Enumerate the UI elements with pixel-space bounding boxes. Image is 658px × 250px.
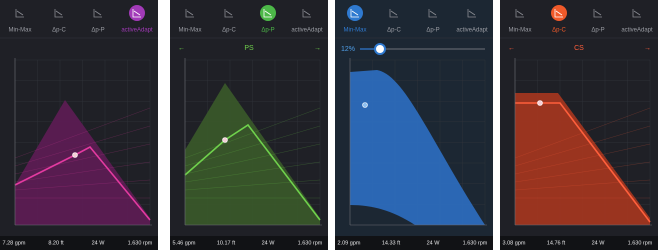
tab-label: Min-Max [343,28,366,34]
footer-value: 1.630 rpm [628,240,653,246]
arrow-left[interactable]: ← [178,45,185,52]
footer-value: 7.28 gpm [3,240,26,246]
arrow-right[interactable]: → [644,45,651,52]
footer-value: 5.46 gpm [173,240,196,246]
slider-thumb[interactable] [375,44,385,54]
tab-label: Δp-C [552,28,566,34]
arrow-left[interactable]: ← [508,45,515,52]
tab-label: activeAdapt [121,28,153,34]
tab-label: activeAdapt [621,28,653,34]
footer-value: 1.630 rpm [128,240,153,246]
tab-label: Δp-P [91,28,104,34]
operating-point [223,138,228,143]
tab-label: activeAdapt [291,28,323,34]
operating-point [73,153,78,158]
footer-value: 2.09 gpm [338,240,361,246]
phone-panel: Min-Max Δp-C Δp-P activeAdapt 12% 2.09 gpm 14.… [335,0,493,250]
screenshot: Min-Max Δp-C Δp-P activeAdapt 7.28 gpm 8.20 f… [0,0,658,250]
arrow-right[interactable]: → [314,45,321,52]
footer-value: 3.08 gpm [503,240,526,246]
tab-label: Min-Max [178,28,201,34]
curve-header: CS [574,45,584,52]
footer-value: 14.33 ft [382,240,401,246]
tab-label: activeAdapt [456,28,488,34]
tab-label: Δp-C [52,28,66,34]
tab-label: Δp-P [426,28,439,34]
tab-label: Δp-P [591,28,604,34]
footer-value: 10.17 ft [217,240,236,246]
footer-value: 24 W [92,240,106,246]
footer-value: 14.76 ft [547,240,566,246]
footer-value: 1.630 rpm [463,240,488,246]
footer-value: 24 W [262,240,276,246]
footer-value: 8.20 ft [48,240,64,246]
tab-label: Δp-C [387,28,401,34]
operating-point [363,103,368,108]
phone-panel: Min-Max Δp-C Δp-P activeAdapt ← → CS 3.08 gpm 14… [500,0,658,250]
phone-panel: Min-Max Δp-C Δp-P activeAdapt ← → PS 5.46 gpm 10… [170,0,328,250]
tab-label: Δp-C [222,28,236,34]
footer-value: 24 W [592,240,606,246]
tab-label: Min-Max [508,28,531,34]
footer-value: 24 W [427,240,441,246]
slider-value: 12% [341,46,355,53]
curve-header: PS [244,45,254,52]
tab-label: Min-Max [8,28,31,34]
footer-value: 1.630 rpm [298,240,323,246]
phone-panel: Min-Max Δp-C Δp-P activeAdapt 7.28 gpm 8.20 f… [0,0,158,250]
tab-label: Δp-P [261,28,274,34]
operating-point [538,101,543,106]
